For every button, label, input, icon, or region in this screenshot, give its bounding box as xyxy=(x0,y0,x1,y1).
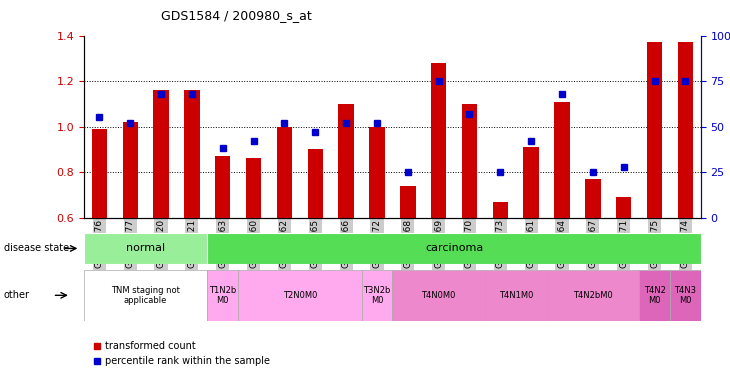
Bar xyxy=(215,156,231,218)
Bar xyxy=(400,186,415,218)
Bar xyxy=(84,232,207,264)
Bar xyxy=(246,158,261,218)
Bar xyxy=(207,232,701,264)
Bar xyxy=(639,270,670,321)
Bar xyxy=(153,90,169,218)
Bar xyxy=(677,42,693,218)
Bar xyxy=(92,129,107,218)
Bar xyxy=(339,104,354,218)
Bar xyxy=(554,102,569,217)
Bar xyxy=(123,122,138,218)
Legend: transformed count, percentile rank within the sample: transformed count, percentile rank withi… xyxy=(89,338,274,370)
Text: T4N0M0: T4N0M0 xyxy=(421,291,456,300)
Bar xyxy=(585,179,601,218)
Bar xyxy=(647,42,662,218)
Bar xyxy=(84,270,207,321)
Text: T3N2b
M0: T3N2b M0 xyxy=(364,286,391,305)
Bar xyxy=(369,127,385,218)
Bar xyxy=(238,270,361,321)
Bar xyxy=(493,202,508,217)
Bar xyxy=(485,270,547,321)
Bar xyxy=(462,104,477,218)
Bar xyxy=(670,270,701,321)
Bar xyxy=(523,147,539,218)
Text: T4N1M0: T4N1M0 xyxy=(499,291,533,300)
Text: carcinoma: carcinoma xyxy=(425,243,483,254)
Text: GDS1584 / 200980_s_at: GDS1584 / 200980_s_at xyxy=(161,9,312,22)
Text: T4N3
M0: T4N3 M0 xyxy=(675,286,696,305)
Text: T2N0M0: T2N0M0 xyxy=(283,291,317,300)
Bar xyxy=(616,197,631,217)
Text: disease state: disease state xyxy=(4,243,69,254)
Text: T1N2b
M0: T1N2b M0 xyxy=(209,286,237,305)
Bar xyxy=(393,270,485,321)
Text: normal: normal xyxy=(126,243,165,254)
Text: TNM staging not
applicable: TNM staging not applicable xyxy=(111,286,180,305)
Bar xyxy=(184,90,199,218)
Bar xyxy=(207,270,238,321)
Bar xyxy=(431,63,446,217)
Bar xyxy=(547,270,639,321)
Text: other: other xyxy=(4,290,30,300)
Text: T4N2
M0: T4N2 M0 xyxy=(644,286,666,305)
Bar xyxy=(307,149,323,217)
Text: T4N2bM0: T4N2bM0 xyxy=(573,291,612,300)
Bar xyxy=(277,127,292,218)
Bar xyxy=(361,270,393,321)
